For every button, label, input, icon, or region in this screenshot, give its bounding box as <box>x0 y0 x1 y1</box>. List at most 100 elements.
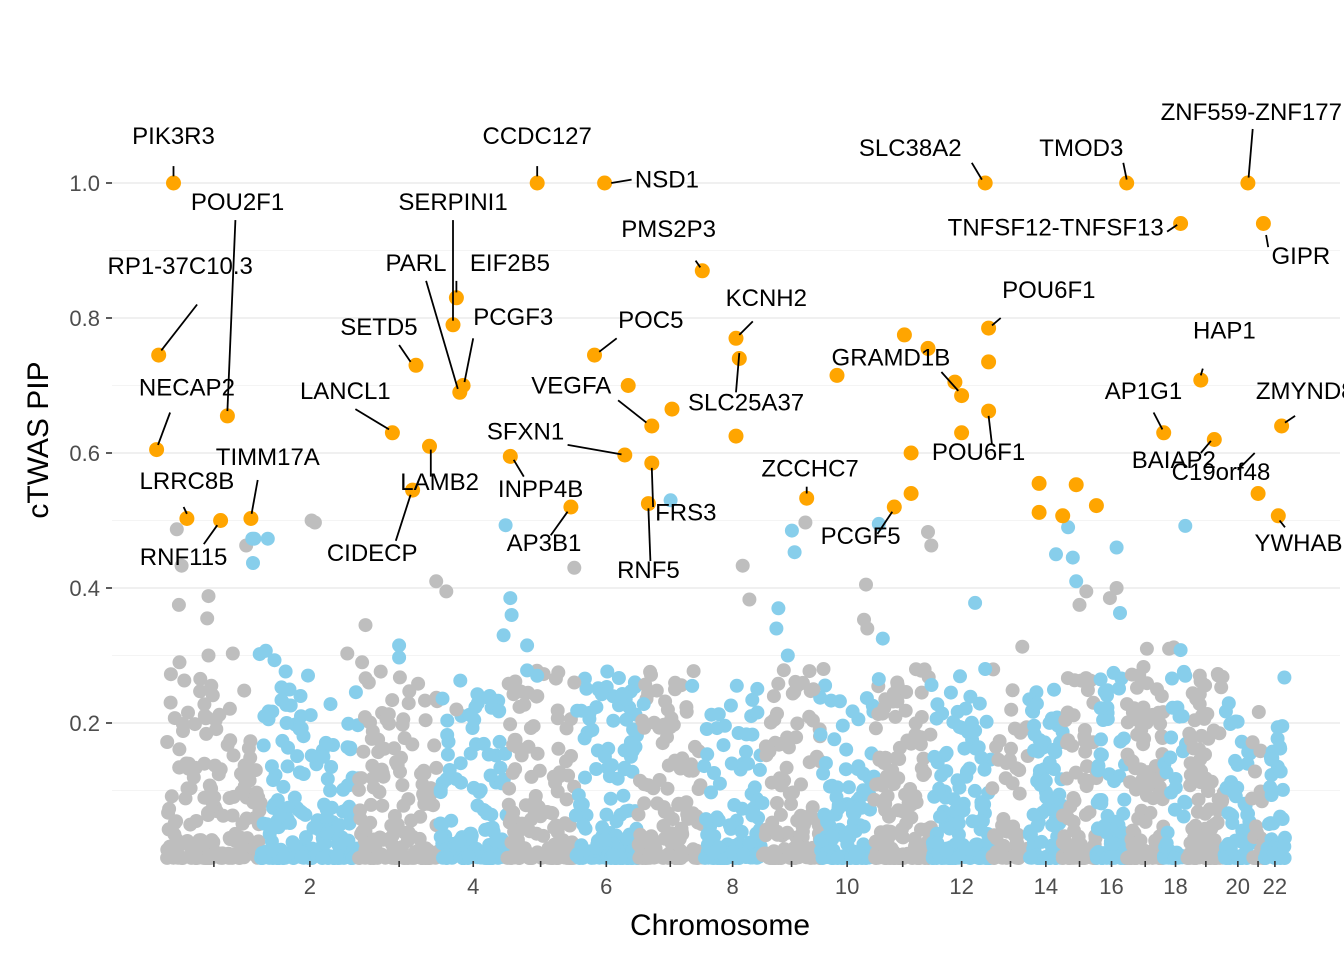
gene-point <box>1133 833 1148 848</box>
gene-point <box>609 814 624 829</box>
gene-point <box>1165 671 1179 686</box>
gene-point <box>508 674 523 689</box>
label-segment <box>1199 368 1204 376</box>
y-tick-label: 0.4 <box>69 576 100 601</box>
gene-point <box>1178 518 1193 533</box>
gene-labels: PIK3R3 CCDC127 NSD1 SLC38A2 TMOD3 ZNF559-ZNF1… <box>107 99 1344 584</box>
gene-point <box>924 678 939 692</box>
gene-point <box>503 591 518 606</box>
x-tick-label: 8 <box>726 874 738 899</box>
gene-point <box>493 760 508 775</box>
gene-point <box>167 827 182 842</box>
gene-point <box>433 785 448 800</box>
gene-label: KCNH2 <box>726 285 807 312</box>
highlighted-gene-point <box>617 447 633 463</box>
gene-point <box>1117 792 1132 807</box>
highlighted-gene-point <box>1119 175 1135 191</box>
gene-point <box>318 836 333 851</box>
gene-point <box>790 838 805 853</box>
gene-point <box>877 700 892 715</box>
highlighted-gene-point <box>829 367 845 383</box>
gene-point <box>201 648 216 663</box>
gene-point <box>294 850 309 865</box>
gene-point <box>550 825 565 840</box>
gene-point <box>293 689 308 703</box>
gene-label: TMOD3 <box>1039 135 1123 162</box>
gene-point <box>444 813 459 828</box>
highlighted-gene-point <box>694 263 710 279</box>
gene-point <box>769 621 784 636</box>
gene-point <box>1049 547 1063 562</box>
gene-point <box>712 776 727 791</box>
gene-point <box>674 825 689 839</box>
label-segment <box>203 524 219 545</box>
gene-point <box>1273 809 1288 824</box>
highlighted-gene-point <box>149 442 165 458</box>
gene-point <box>771 676 786 691</box>
gene-point <box>530 746 545 761</box>
gene-point <box>355 655 370 670</box>
gene-point <box>923 727 938 742</box>
gene-point <box>953 669 967 684</box>
gene-label: FRS3 <box>655 500 716 527</box>
gene-point <box>246 556 260 570</box>
gene-point <box>178 791 193 806</box>
gene-point <box>1183 756 1198 771</box>
gene-point <box>470 798 485 813</box>
gene-point <box>1061 520 1076 535</box>
label-segment <box>1278 519 1286 528</box>
gene-point <box>989 831 1004 846</box>
gene-point <box>575 797 590 812</box>
gene-point <box>641 850 656 865</box>
label-segment <box>160 303 198 351</box>
gene-point <box>603 791 618 806</box>
gene-point <box>795 824 810 839</box>
gene-point <box>735 558 750 573</box>
gene-point <box>1078 744 1093 759</box>
gene-point <box>914 685 929 700</box>
x-tick-label: 10 <box>835 874 859 899</box>
gene-point <box>766 689 781 704</box>
highlighted-gene-point <box>903 486 919 501</box>
gene-point <box>1029 696 1044 711</box>
gene-point <box>977 762 992 777</box>
gene-point <box>579 681 594 696</box>
gene-point <box>395 717 410 732</box>
gene-point <box>1207 833 1222 848</box>
gene-point <box>722 818 737 833</box>
gene-point <box>770 827 785 842</box>
gene-point <box>568 808 583 823</box>
gene-point <box>1198 747 1212 762</box>
gene-point <box>381 832 396 847</box>
gene-point <box>279 716 294 730</box>
gene-point <box>684 757 699 772</box>
gene-point <box>373 664 388 679</box>
gene-point <box>780 648 795 663</box>
gene-point <box>402 684 417 699</box>
gene-point <box>416 842 431 857</box>
gene-point <box>784 523 799 538</box>
gene-label: AP3B1 <box>507 530 582 557</box>
gene-point <box>968 595 983 610</box>
gene-point <box>1159 836 1174 851</box>
gene-label: GRAMD1B <box>832 344 951 371</box>
gene-point <box>750 705 765 720</box>
gene-point <box>745 692 760 707</box>
gene-point <box>611 671 626 685</box>
gene-point <box>784 797 798 811</box>
highlighted-gene-point <box>1173 216 1189 231</box>
gene-point <box>672 797 687 812</box>
gene-label: INPP4B <box>498 476 583 503</box>
gene-point <box>686 664 701 679</box>
gene-point <box>1058 713 1073 728</box>
gene-point <box>197 697 212 712</box>
gene-point <box>585 723 600 737</box>
gene-point <box>216 808 231 823</box>
gene-point <box>200 611 215 626</box>
highlighted-gene-point <box>947 374 963 390</box>
gene-point <box>507 732 522 747</box>
gene-point <box>1183 846 1197 861</box>
gene-point <box>562 818 577 833</box>
gene-point <box>1033 777 1048 792</box>
gene-point <box>711 707 726 722</box>
